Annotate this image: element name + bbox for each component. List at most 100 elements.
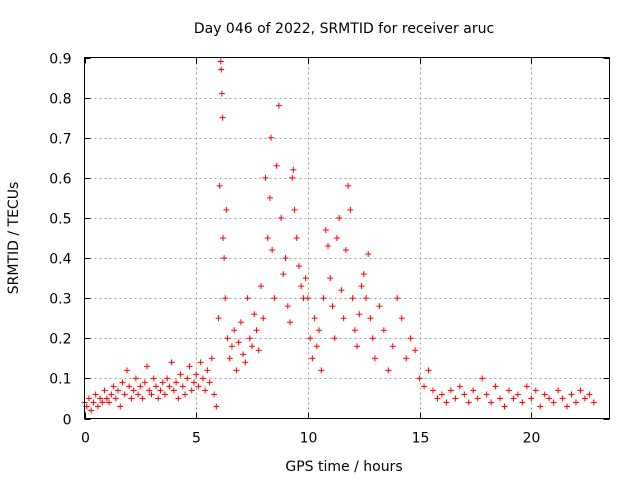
- grid: [84, 57, 610, 419]
- x-axis-label: GPS time / hours: [285, 459, 402, 475]
- data-point: [302, 275, 309, 282]
- data-point: [190, 379, 197, 386]
- data-point: [144, 363, 151, 370]
- data-point: [336, 214, 343, 221]
- data-point: [555, 387, 562, 394]
- data-point: [412, 347, 419, 354]
- data-point: [371, 355, 378, 362]
- data-point: [90, 399, 97, 406]
- data-point: [216, 182, 223, 189]
- data-point: [121, 391, 128, 398]
- data-point: [260, 315, 267, 322]
- data-point: [345, 182, 352, 189]
- y-tick-label: 0.3: [49, 292, 71, 308]
- data-point: [208, 355, 215, 362]
- data-point: [333, 235, 340, 241]
- data-point: [447, 387, 454, 394]
- data-point: [199, 375, 206, 382]
- data-point: [221, 255, 228, 262]
- data-point: [586, 391, 593, 398]
- data-point: [106, 399, 113, 406]
- data-point: [331, 335, 338, 342]
- chart-title: Day 046 of 2022, SRMTID for receiver aru…: [194, 21, 494, 37]
- data-point: [519, 399, 526, 406]
- data-point: [416, 375, 423, 382]
- data-point: [590, 399, 597, 406]
- data-point: [206, 379, 213, 386]
- data-point: [137, 383, 144, 390]
- data-point: [407, 335, 414, 342]
- data-point: [320, 295, 327, 302]
- data-point: [219, 114, 226, 121]
- data-point: [532, 387, 539, 394]
- data-point: [246, 335, 253, 342]
- data-point: [139, 395, 146, 402]
- data-point: [115, 387, 122, 394]
- data-point: [360, 271, 367, 278]
- data-point: [271, 295, 278, 302]
- data-point: [505, 387, 512, 394]
- data-point: [273, 162, 280, 169]
- data-point: [195, 383, 202, 390]
- data-point: [240, 351, 247, 358]
- data-point: [264, 235, 271, 241]
- data-point: [146, 387, 153, 394]
- data-point: [470, 387, 477, 394]
- data-point: [223, 206, 230, 213]
- y-tick-label: 0.4: [49, 252, 71, 268]
- data-point: [128, 395, 135, 402]
- data-point: [398, 315, 405, 322]
- data-point: [218, 66, 225, 73]
- y-tick-label: 0: [63, 413, 72, 429]
- data-point: [179, 383, 186, 390]
- x-tick-label: 0: [81, 431, 90, 447]
- data-point: [266, 194, 273, 201]
- data-point: [474, 395, 481, 402]
- data-point: [233, 367, 240, 374]
- data-point: [365, 251, 372, 258]
- data-point: [237, 319, 244, 326]
- data-point: [295, 263, 302, 270]
- data-point: [132, 375, 139, 382]
- data-point: [110, 383, 117, 390]
- data-point: [193, 371, 200, 378]
- data-point: [492, 383, 499, 390]
- data-point: [141, 379, 148, 386]
- y-tick-label: 0.2: [49, 332, 71, 348]
- data-point: [166, 383, 173, 390]
- data-point: [244, 295, 251, 302]
- data-point: [135, 391, 142, 398]
- data-point: [559, 395, 566, 402]
- data-point: [304, 295, 311, 302]
- y-tick-label: 0.8: [49, 92, 71, 108]
- data-point: [501, 403, 508, 410]
- data-point: [443, 399, 450, 406]
- x-tick-label: 10: [300, 431, 318, 447]
- data-point: [465, 399, 472, 406]
- data-point: [354, 343, 361, 350]
- data-point: [351, 327, 358, 334]
- data-point: [488, 399, 495, 406]
- data-point: [581, 395, 588, 402]
- data-point: [85, 395, 92, 402]
- data-point: [356, 311, 363, 318]
- data-point: [123, 367, 130, 374]
- data-point: [340, 315, 347, 322]
- data-point: [528, 395, 535, 402]
- data-point: [369, 335, 376, 342]
- data-point: [329, 303, 336, 310]
- data-point: [257, 283, 264, 290]
- data-point: [278, 214, 285, 221]
- data-point: [290, 166, 297, 173]
- data-point: [268, 134, 275, 141]
- data-point: [327, 275, 334, 282]
- data-point: [380, 327, 387, 334]
- data-point: [342, 247, 349, 254]
- data-point: [161, 391, 168, 398]
- y-tick-label: 0.9: [49, 52, 71, 68]
- data-point: [119, 379, 126, 386]
- data-point: [157, 387, 164, 394]
- data-point: [307, 335, 314, 342]
- data-point: [173, 379, 180, 386]
- data-point: [349, 295, 356, 302]
